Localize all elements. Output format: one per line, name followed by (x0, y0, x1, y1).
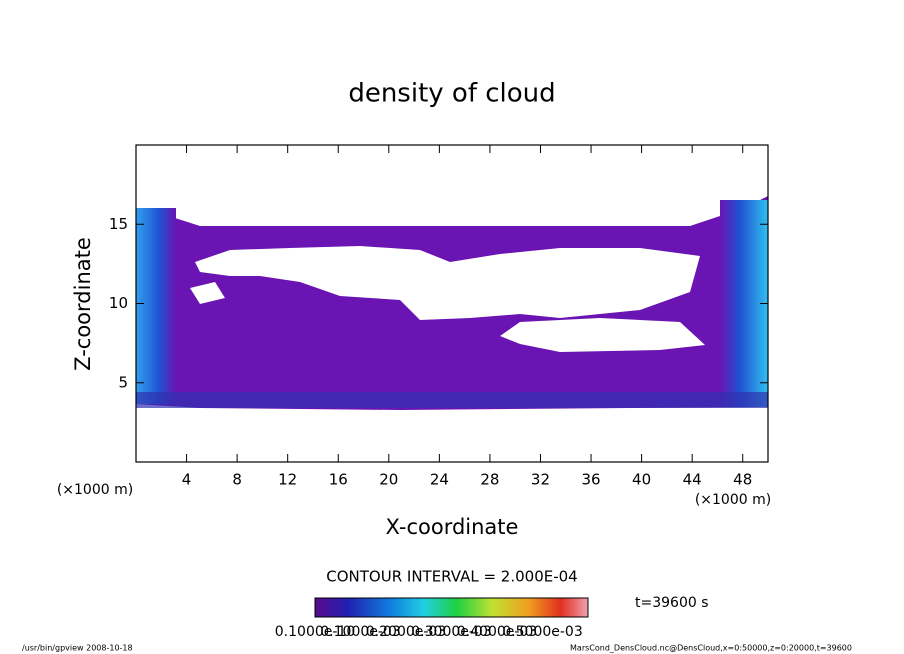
colorbar (314, 597, 589, 618)
x-tick-label: 28 (480, 471, 499, 489)
x-tick-label: 20 (379, 471, 398, 489)
footer-right: MarsCond_DensCloud.nc@DensCloud,x=0:5000… (570, 644, 852, 653)
y-axis-label: Z-coordinate (71, 237, 95, 371)
x-tick-label: 44 (683, 471, 702, 489)
x-tick-label: 32 (531, 471, 550, 489)
colorbar-label: 0.1000e-03 (320, 624, 400, 640)
x-tick-label: 36 (581, 471, 600, 489)
y-tick-label: 5 (118, 373, 128, 391)
y-tick-label: 10 (109, 294, 128, 312)
chart-title: density of cloud (348, 79, 555, 109)
x-tick-label: 24 (430, 471, 449, 489)
colorbar-label: 0.4000e-03 (457, 624, 537, 640)
footer-left: /usr/bin/gpview 2008-10-18 (22, 644, 133, 653)
x-axis-label: X-coordinate (386, 515, 519, 539)
y-tick-label: 15 (109, 215, 128, 233)
colorbar-label: 0.1000e-10 (275, 624, 355, 640)
contour-field (136, 196, 768, 410)
time-label: t=39600 s (635, 595, 709, 611)
x-tick-label: 8 (232, 471, 242, 489)
colorbar-label: 0.5000e-03 (502, 624, 582, 640)
x-tick-label: 48 (733, 471, 752, 489)
y-unit: (×1000 m) (57, 482, 133, 498)
colorbar-label: 0.2000e-03 (366, 624, 446, 640)
x-tick-label: 16 (329, 471, 348, 489)
x-tick-label: 40 (632, 471, 651, 489)
contour-interval: CONTOUR INTERVAL = 2.000E-04 (326, 568, 577, 586)
colorbar-label: 0.3000e-03 (411, 624, 491, 640)
x-tick-label: 4 (182, 471, 192, 489)
x-tick-label: 12 (278, 471, 297, 489)
x-unit: (×1000 m) (695, 492, 771, 508)
